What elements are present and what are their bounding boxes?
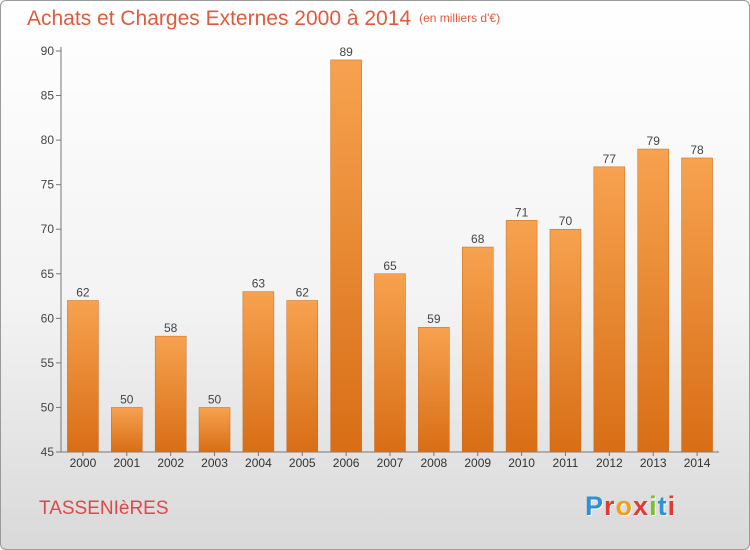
bar: [461, 246, 494, 453]
x-tick-label: 2005: [289, 456, 316, 470]
bar: [418, 326, 450, 453]
y-tick-label: 80: [41, 133, 55, 147]
y-tick-label: 90: [41, 44, 55, 58]
data-label: 79: [647, 134, 661, 148]
x-tick-label: 2010: [508, 456, 535, 470]
logo-letter: i: [649, 491, 658, 521]
y-tick-label: 70: [41, 222, 55, 236]
bar: [637, 148, 669, 453]
data-label: 58: [164, 321, 178, 335]
y-tick-label: 75: [41, 178, 55, 192]
bar: [593, 166, 626, 453]
bars: [67, 59, 713, 453]
data-label: 50: [208, 392, 222, 406]
x-tick-label: 2006: [333, 456, 360, 470]
logo-letter: t: [657, 491, 668, 521]
bar: [111, 407, 143, 453]
value-labels: 62 50 58 50 63 62 89 65 59 68 71 70 77 79 78: [76, 45, 704, 407]
data-label: 89: [339, 45, 353, 59]
chart-title-text: Achats et Charges Externes 2000 à 2014: [27, 7, 412, 30]
x-tick-label: 2001: [113, 456, 140, 470]
bar: [286, 300, 319, 453]
x-tick-label: 2003: [201, 456, 228, 470]
data-label: 50: [120, 392, 134, 406]
data-label: 70: [559, 214, 573, 228]
y-tick-label: 45: [41, 445, 55, 459]
x-tick-label: 2013: [640, 456, 667, 470]
data-label: 59: [427, 312, 441, 326]
data-label: 62: [296, 286, 310, 300]
logo-letter: x: [633, 491, 650, 521]
logo-letter: r: [604, 491, 616, 521]
x-tick-label: 2011: [553, 456, 579, 470]
x-tick-label: 2009: [464, 456, 491, 470]
y-tick-label: 50: [41, 400, 55, 414]
chart-title: Achats et Charges Externes 2000 à 2014 (e…: [27, 7, 500, 31]
logo-letter: o: [615, 491, 634, 521]
y-tick-label: 85: [41, 89, 55, 103]
data-label: 68: [471, 232, 485, 246]
logo-letter: P: [585, 491, 605, 521]
x-tick-label: 2000: [70, 456, 97, 470]
y-tick-label: 60: [41, 311, 55, 325]
x-tick-label: 2014: [684, 456, 711, 470]
bar: [681, 157, 713, 453]
data-label: 77: [603, 152, 617, 166]
proxiti-logo: Proxiti: [585, 491, 676, 522]
bar: [242, 291, 275, 453]
data-label: 62: [76, 286, 90, 300]
data-label: 65: [383, 259, 397, 273]
bar: [549, 228, 582, 453]
data-label: 71: [515, 205, 529, 219]
chart-subtitle: (en milliers d'€): [419, 11, 501, 25]
x-tick-label: 2008: [421, 456, 448, 470]
x-tick-label: 2012: [596, 456, 623, 470]
x-tick-label: 2002: [157, 456, 184, 470]
bar: [330, 59, 362, 453]
bar: [505, 220, 538, 453]
x-tick-label: 2007: [377, 456, 404, 470]
y-tick-label: 65: [41, 267, 55, 281]
logo-letter: i: [667, 491, 677, 521]
data-label: 63: [252, 277, 266, 291]
x-tick-label: 2004: [245, 456, 272, 470]
y-tick-label: 55: [41, 356, 55, 370]
place-name: TASSENIèRES: [39, 498, 169, 519]
bar: [374, 273, 406, 453]
data-label: 78: [690, 143, 704, 157]
bar: [198, 407, 231, 453]
bar: [67, 300, 99, 453]
bar: [154, 335, 187, 453]
